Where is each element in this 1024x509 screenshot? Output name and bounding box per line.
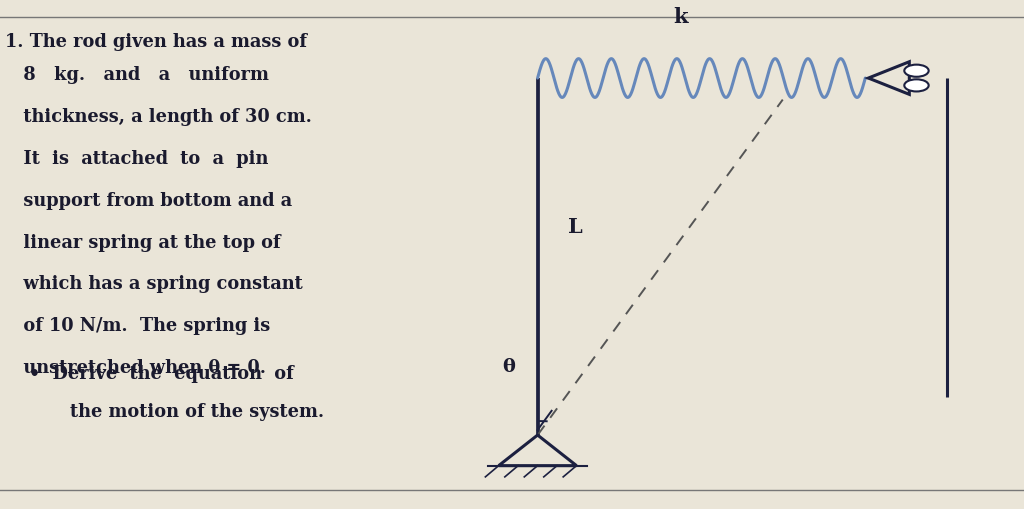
Text: L: L xyxy=(568,216,583,237)
Text: k: k xyxy=(674,7,688,26)
Text: which has a spring constant: which has a spring constant xyxy=(5,275,303,293)
Text: unstretched when θ = 0.: unstretched when θ = 0. xyxy=(5,358,266,376)
Text: support from bottom and a: support from bottom and a xyxy=(5,191,292,209)
Text: linear spring at the top of: linear spring at the top of xyxy=(5,233,281,251)
Text: θ: θ xyxy=(503,357,515,376)
Circle shape xyxy=(904,80,929,92)
Text: thickness, a length of 30 cm.: thickness, a length of 30 cm. xyxy=(5,108,312,126)
Text: 8   kg.   and   a   uniform: 8 kg. and a uniform xyxy=(5,66,269,84)
Text: •  Derive  the  equation  of: • Derive the equation of xyxy=(29,364,294,382)
Text: 1. The rod given has a mass of: 1. The rod given has a mass of xyxy=(5,33,307,51)
Text: It  is  attached  to  a  pin: It is attached to a pin xyxy=(5,150,268,167)
Circle shape xyxy=(904,66,929,78)
Text: of 10 N/m.  The spring is: of 10 N/m. The spring is xyxy=(5,317,270,334)
Text: the motion of the system.: the motion of the system. xyxy=(70,402,324,420)
